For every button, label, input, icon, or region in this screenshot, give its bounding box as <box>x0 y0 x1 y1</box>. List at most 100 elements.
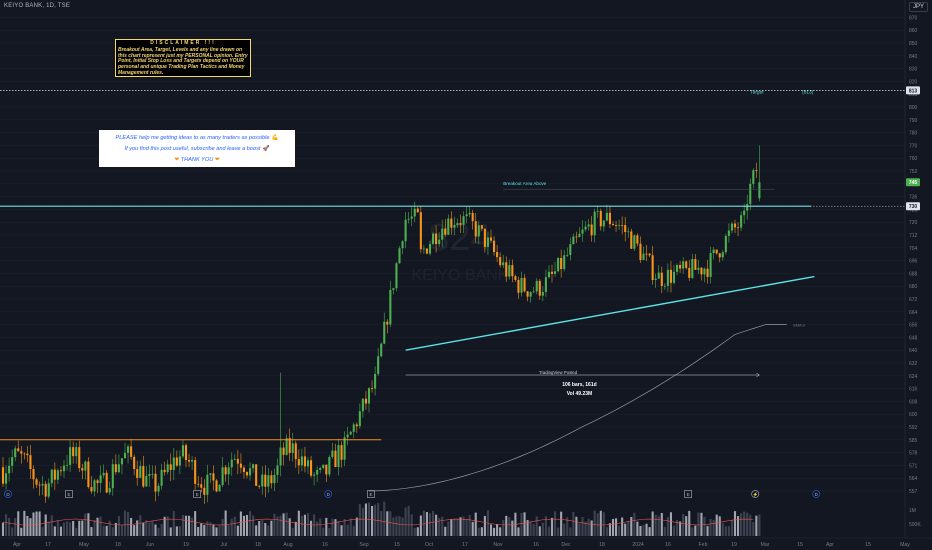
candle-body <box>26 453 29 456</box>
dividend-marker[interactable] <box>4 490 12 498</box>
watermark-name: KEIYO BANK <box>412 267 509 284</box>
candle-body <box>197 483 200 485</box>
volume-bar <box>709 518 712 536</box>
volume-bar <box>310 520 313 536</box>
volume-bar <box>203 525 206 536</box>
volume-bar <box>273 513 276 536</box>
earnings-marker[interactable] <box>193 490 201 498</box>
candle-body <box>505 262 508 277</box>
volume-bar <box>337 521 340 536</box>
volume-bar <box>96 517 99 536</box>
candle-body <box>194 460 197 484</box>
volume-bar <box>142 522 145 536</box>
candle-body <box>242 467 245 473</box>
volume-bar <box>221 518 224 536</box>
time-tick-label: 19 <box>183 542 189 548</box>
price-tick-label: 624 <box>909 374 918 380</box>
volume-bar <box>160 524 163 536</box>
target-price-tag: 813 <box>909 88 918 94</box>
candle-body <box>447 218 450 235</box>
volume-bar <box>41 527 44 536</box>
volume-bar <box>181 514 184 536</box>
volume-bar <box>227 525 230 536</box>
volume-bar <box>578 523 581 536</box>
candle-body <box>654 278 657 281</box>
volume-bar <box>737 516 740 536</box>
candle-body <box>419 212 422 250</box>
time-tick-label: 16 <box>322 542 328 548</box>
volume-bar <box>258 521 261 536</box>
candle-body <box>215 480 218 492</box>
price-tick-label: 578 <box>909 451 918 457</box>
volume-bar <box>380 511 383 536</box>
candle-body <box>291 443 294 454</box>
volume-bar <box>17 511 20 536</box>
volume-bar <box>343 519 346 536</box>
volume-bar <box>480 527 483 536</box>
price-tick-label: 760 <box>909 156 918 162</box>
candle-body <box>127 446 130 453</box>
candle-body <box>392 288 395 290</box>
volume-bar <box>581 516 584 536</box>
volume-bar <box>276 516 279 536</box>
candle-body <box>453 224 456 228</box>
volume-bar <box>401 517 404 536</box>
time-tick-label: 17 <box>462 542 468 548</box>
price-tick-label: 680 <box>909 284 918 290</box>
volume-bar <box>35 511 38 536</box>
candle-body <box>273 474 276 484</box>
event-marker-label: D <box>815 492 819 497</box>
time-tick-label: Mar <box>761 542 770 548</box>
time-tick-label: Nov <box>493 542 503 548</box>
volume-bar <box>334 519 337 536</box>
currency-badge[interactable]: JPY <box>908 2 928 12</box>
candle-body <box>123 452 127 459</box>
volume-bar <box>489 524 493 536</box>
split-marker[interactable] <box>751 490 760 498</box>
volume-bar <box>32 512 35 536</box>
candle-body <box>178 456 181 466</box>
volume-bar <box>93 520 96 536</box>
volume-bar <box>462 516 465 536</box>
volume-bar <box>746 512 749 536</box>
volume-bar <box>261 519 264 536</box>
volume-bar <box>117 516 120 536</box>
volume-bar <box>758 514 761 536</box>
candle-body <box>157 485 160 492</box>
candle-body <box>163 469 166 473</box>
volume-bar <box>44 514 47 536</box>
candle-body <box>465 214 468 217</box>
volume-bar <box>630 516 633 536</box>
volume-bar <box>288 518 291 536</box>
candle-body <box>569 244 572 255</box>
volume-bar <box>703 516 706 536</box>
candle-body <box>227 467 230 475</box>
candle-body <box>602 220 605 227</box>
candle-body <box>316 469 319 475</box>
volume-bar <box>740 513 743 536</box>
candle-body <box>145 475 148 487</box>
volume-bar <box>517 527 520 536</box>
volume-bar <box>212 524 215 536</box>
candle-body <box>358 411 361 427</box>
candle-body <box>306 460 310 467</box>
earnings-marker[interactable] <box>65 490 73 498</box>
earnings-marker[interactable] <box>684 490 692 498</box>
dividend-marker[interactable] <box>324 490 333 498</box>
candle-body <box>459 223 462 225</box>
candle-body <box>523 277 526 292</box>
earnings-marker[interactable] <box>367 490 375 498</box>
ma-label: SMA 9 <box>793 323 806 328</box>
candle-body <box>743 210 746 216</box>
price-tick-label: 780 <box>909 131 918 137</box>
volume-bar <box>377 502 380 536</box>
volume-bar <box>694 525 697 536</box>
symbol-title[interactable]: KEIYO BANK, 1D, TSE <box>4 3 71 9</box>
volume-bar <box>691 527 694 536</box>
candle-body <box>221 467 224 485</box>
dividend-marker[interactable] <box>812 490 821 498</box>
volume-bar <box>300 516 303 536</box>
volume-bar <box>438 518 441 536</box>
volume-bar <box>285 512 288 536</box>
